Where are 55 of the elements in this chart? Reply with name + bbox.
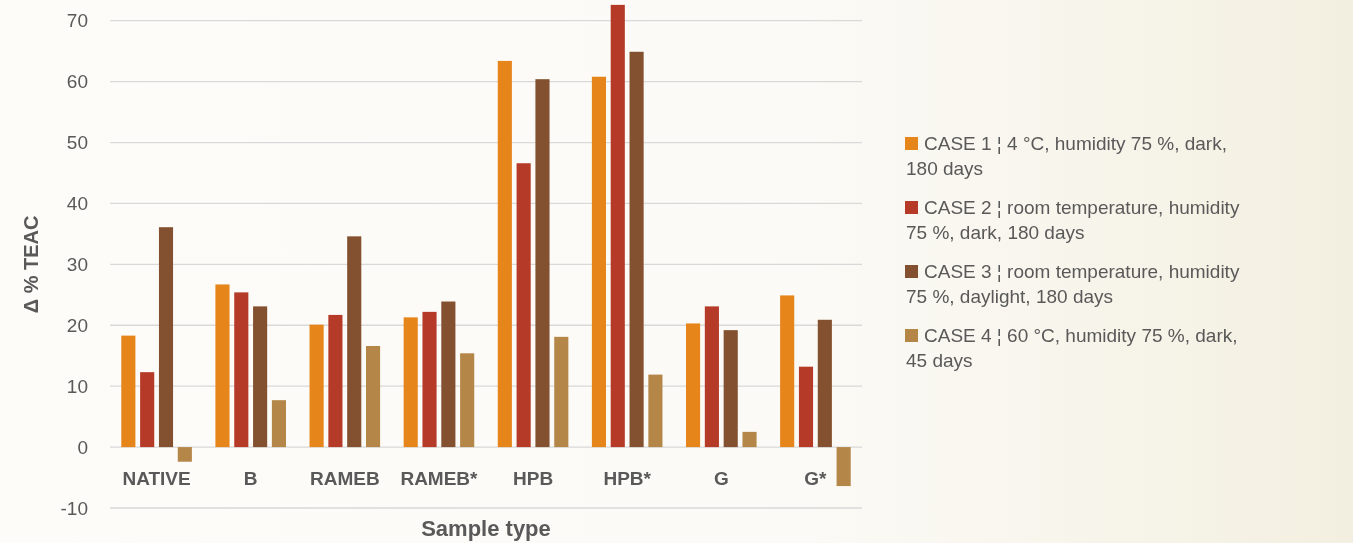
bar [704,306,719,448]
bar [328,314,343,448]
x-tick-label: RAMEB* [400,468,479,489]
bar [798,366,814,448]
y-tick-label: 30 [66,254,88,275]
legend-label: CASE 3 ¦ room temperature, humidity 75 %, daylight, 180 days [906,261,1240,307]
bar [422,311,437,448]
legend-label: CASE 1 ¦ 4 °C, humidity 75 %, dark, 180 days [906,133,1227,179]
x-tick-label: NATIVE [122,468,191,489]
bar [591,76,606,448]
x-tick-label: B [243,468,258,489]
bar [554,336,569,448]
bar [271,400,286,448]
bar [215,284,230,448]
bar [158,227,174,448]
legend-label: CASE 2 ¦ room temperature, humidity 75 %, dark, 180 days [906,197,1240,243]
y-tick-label: 40 [66,193,88,215]
bar [723,330,738,448]
bar [460,353,475,448]
x-tick-label: HPB [513,468,554,489]
bar [234,292,249,448]
y-axis-title: Δ % TEAC [20,215,42,314]
bar [686,323,701,448]
y-tick-label: -10 [60,497,88,519]
bar [366,345,381,448]
bar [253,306,268,448]
bar [121,335,136,448]
bar [309,324,324,448]
y-tick-label: 10 [66,375,88,397]
y-tick-label: 50 [66,132,88,154]
bar [648,374,663,448]
x-tick-label: HPB* [603,468,652,489]
bar [177,447,192,462]
bar [535,79,550,448]
bar [610,4,625,448]
bar [742,431,757,448]
x-tick-label: G [713,468,729,489]
x-axis-title: Sample type [421,516,551,541]
y-tick-label: 60 [66,71,88,93]
y-tick-label: 0 [77,436,88,458]
bar [817,319,832,448]
bar [629,51,644,448]
x-tick-label: G* [804,468,828,489]
bar [836,447,851,487]
bar [441,301,456,448]
bar [140,372,155,448]
x-tick-label: RAMEB [309,468,380,489]
legend-label: CASE 4 ¦ 60 °C, humidity 75 %, dark, 45 days [906,325,1238,371]
y-tick-label: 20 [66,314,88,336]
y-tick-label: 70 [66,10,88,32]
bar [347,236,362,448]
bar [403,317,418,448]
bar [780,295,795,448]
bar [516,163,531,448]
bar [497,60,512,448]
